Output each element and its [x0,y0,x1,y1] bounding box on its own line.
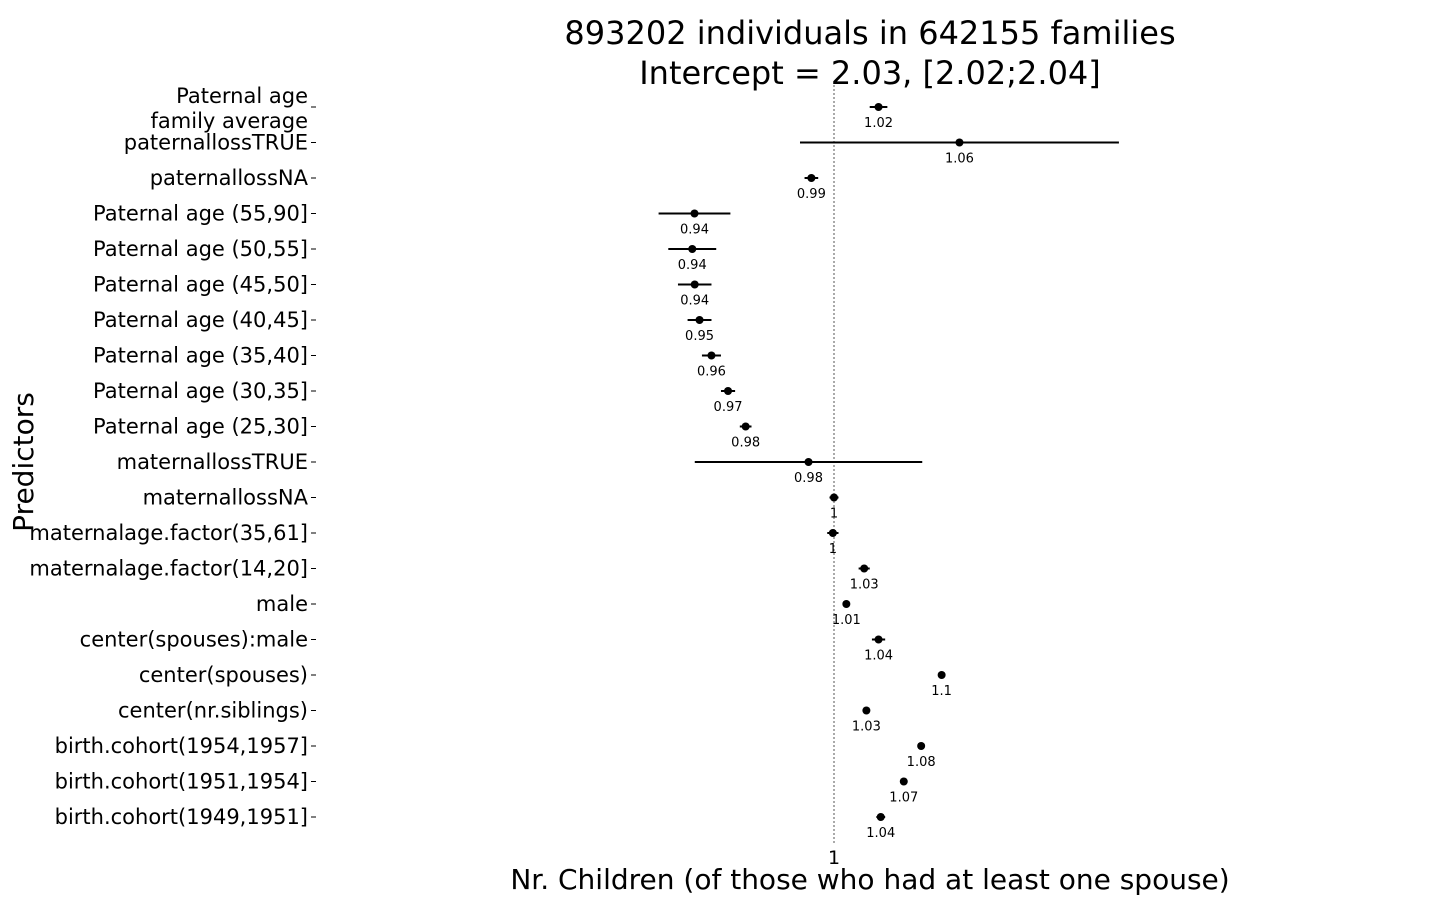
chart-title-line-1: 893202 individuals in 642155 families [564,14,1175,52]
y-tick-label: Paternal age (50,55] [93,237,308,261]
y-tick-label: maternalage.factor(35,61] [29,521,308,545]
x-tick-label: 1 [828,847,840,869]
y-tick-label: male [256,592,308,616]
value-label: 1 [829,542,837,557]
point-estimate [688,245,697,253]
point-estimate [842,600,851,608]
y-tick-label: Paternal age family average [151,84,308,133]
point-estimate [724,387,733,395]
point-estimate [807,174,816,182]
value-label: 1 [830,507,838,522]
chart-title: 893202 individuals in 642155 families In… [564,14,1175,92]
y-tick-label: paternallossTRUE [124,131,308,155]
estimates: 1.02 1.06 0.99 0.94 0.94 0.94 0.95 0.96 0.97 0.98… [658,103,1119,841]
value-label: 1.1 [931,684,952,699]
value-label: 1.04 [864,649,893,664]
y-tick-label: paternallossNA [150,166,309,190]
value-label: 1.06 [945,152,974,167]
value-label: 0.99 [797,187,826,202]
point-estimate [829,493,838,502]
y-tick-label: center(nr.siblings) [118,699,308,723]
point-estimate [937,671,946,679]
value-label: 1.07 [889,791,918,806]
x-axis-title: Nr. Children (of those who had at least … [510,863,1229,896]
y-tick-label: birth.cohort(1949,1951] [55,805,308,829]
point-estimate [917,742,926,750]
y-tick-label: Paternal age (45,50] [93,273,308,297]
point-estimate [874,635,883,644]
point-estimate [862,706,871,715]
value-label: 0.96 [697,365,726,380]
y-axis-title: Predictors [7,392,40,532]
value-label: 0.98 [731,436,760,451]
y-tick-label: Paternal age (55,90] [93,202,308,226]
y-tick-label: maternallossTRUE [117,450,308,474]
y-tick-label: maternallossNA [143,486,309,510]
point-estimate [899,777,908,786]
y-tick-label: maternalage.factor(14,20] [29,557,308,581]
point-estimate [955,138,964,147]
point-estimate [707,351,716,360]
y-tick-label: center(spouses) [139,663,308,687]
chart-title-line-2: Intercept = 2.03, [2.02;2.04] [639,54,1101,92]
point-estimate [690,280,699,289]
value-label: 0.97 [714,400,743,415]
y-tick-label: center(spouses):male [80,628,308,652]
value-label: 1.03 [850,578,879,593]
value-label: 0.94 [680,223,709,238]
point-estimate [874,103,883,111]
point-estimate [695,316,704,324]
y-tick-label: Paternal age (30,35] [93,379,308,403]
y-tick-labels: Paternal age family averagepaternallossTR… [29,84,316,829]
point-estimate [690,209,699,218]
value-label: 0.94 [680,294,709,309]
value-label: 1.08 [907,755,936,770]
y-tick-label: Paternal age (25,30] [93,415,308,439]
value-label: 0.94 [678,258,707,273]
value-label: 1.01 [832,613,861,628]
point-estimate [741,422,750,431]
point-estimate [860,564,869,573]
y-tick-label: birth.cohort(1951,1954] [55,770,308,794]
value-label: 1.03 [852,720,881,735]
value-label: 0.98 [794,471,823,486]
point-estimate [876,813,885,821]
value-label: 0.95 [685,329,714,344]
point-estimate [804,458,813,466]
y-tick-label: birth.cohort(1954,1957] [55,734,308,758]
y-tick-label: Paternal age (35,40] [93,344,308,368]
y-tick-label: Paternal age (40,45] [93,308,308,332]
x-tick-labels: 1 [828,847,840,869]
value-label: 1.02 [864,116,893,131]
value-label: 1.04 [866,826,895,841]
point-estimate [828,529,837,537]
